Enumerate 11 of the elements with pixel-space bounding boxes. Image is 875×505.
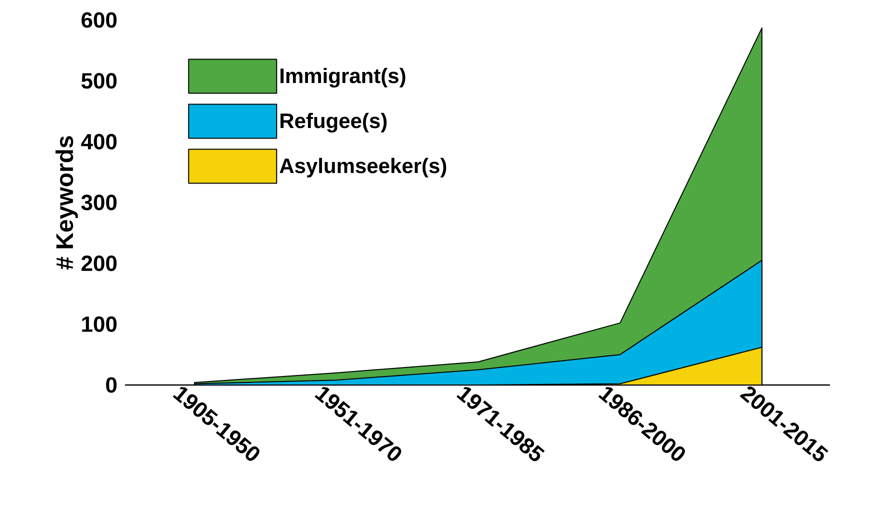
legend-label: Refugee(s) <box>280 112 387 133</box>
y-tick-label: 0 <box>106 377 117 393</box>
legend-label: Immigrant(s) <box>280 68 406 88</box>
y-axis-title: # Keywords <box>56 136 78 270</box>
y-tick-label: 500 <box>81 73 117 89</box>
y-tick-label: 400 <box>81 134 117 150</box>
y-tick-label: 300 <box>81 194 117 210</box>
y-tick-label: 100 <box>82 316 117 332</box>
legend-label: Asylumseeker(s) <box>280 158 446 178</box>
y-tick-label: 200 <box>82 256 117 272</box>
y-tick-label: 600 <box>82 12 117 28</box>
